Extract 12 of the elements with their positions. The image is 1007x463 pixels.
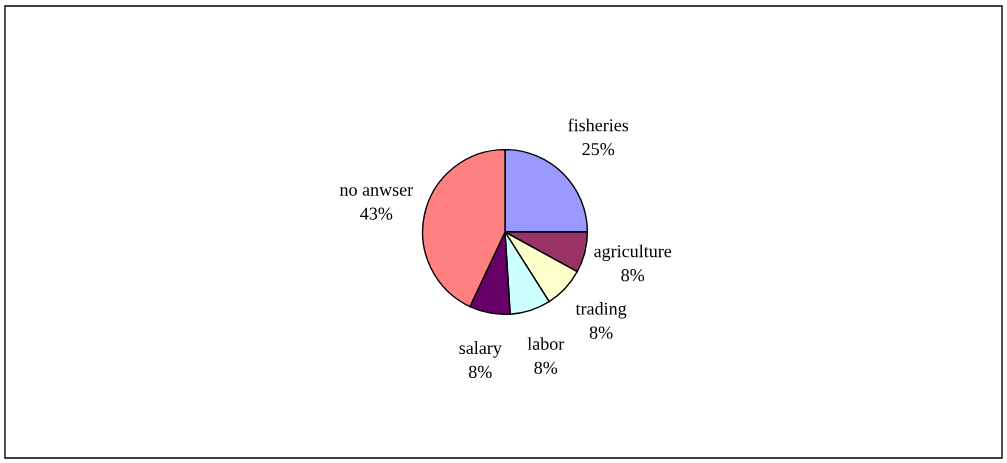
data-label: 8% [589, 326, 613, 339]
data-label: 25% [582, 143, 615, 156]
data-label: 8% [621, 269, 645, 282]
data-label: 43% [360, 207, 393, 220]
slice-label: trading [575, 302, 627, 319]
slice-label: no anwser [339, 187, 414, 196]
slice-label: fisheries [568, 118, 629, 132]
slice-label: agriculture [594, 244, 672, 262]
data-label: 8% [534, 361, 558, 374]
slice-label: salary [459, 341, 502, 358]
slice-label: labor [527, 337, 565, 350]
data-label: 8% [468, 365, 492, 379]
